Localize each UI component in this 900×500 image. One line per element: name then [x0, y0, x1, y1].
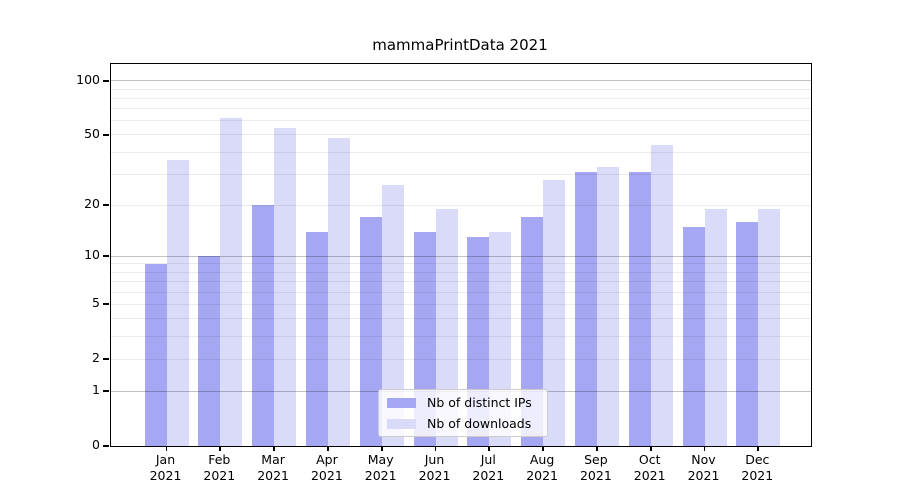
x-axis-month-label: Nov 2021 [687, 452, 720, 483]
bar-downloads [543, 179, 566, 446]
y-axis-tick-label: 1 [92, 382, 100, 398]
bar-distinct-ips [359, 217, 382, 446]
gridline-minor [111, 97, 811, 99]
y-axis-tick-label: 0 [92, 437, 100, 452]
y-axis-tick-label: 2 [92, 350, 100, 366]
y-tick-mark [103, 134, 109, 136]
legend-swatch-distinct-ips [387, 397, 416, 408]
x-axis-month-label: Mar 2021 [257, 452, 289, 483]
gridline-minor [111, 108, 811, 110]
bar-distinct-ips [305, 231, 328, 446]
y-tick-mark [103, 358, 109, 360]
bar-downloads [274, 127, 297, 446]
bar-distinct-ips [198, 256, 221, 446]
x-axis-month-label: Feb 2021 [203, 452, 236, 483]
gridline-minor [111, 263, 811, 265]
y-tick-mark [103, 204, 109, 207]
x-axis-month-label: Oct 2021 [633, 452, 666, 483]
y-tick-mark [103, 255, 109, 258]
x-tick-mark [327, 446, 329, 451]
y-axis-tick-label: 100 [76, 71, 100, 87]
gridline-major [111, 255, 811, 257]
gridline-minor [111, 358, 811, 360]
bar-downloads [166, 160, 189, 446]
bar-distinct-ips [521, 217, 544, 446]
bar-distinct-ips [574, 171, 597, 446]
x-tick-mark [703, 446, 706, 451]
gridline-minor [111, 335, 811, 337]
bar-downloads [650, 144, 673, 446]
gridline-minor [111, 318, 811, 320]
gridline-minor [111, 173, 811, 175]
bar-downloads [435, 209, 458, 446]
y-tick-mark [103, 390, 109, 393]
legend-label-downloads: Nb of downloads [427, 416, 532, 431]
x-tick-mark [649, 446, 652, 451]
x-axis-month-label: Sep 2021 [579, 452, 612, 483]
y-axis-tick-label: 5 [92, 295, 100, 311]
gridline-minor [111, 271, 811, 273]
bar-downloads [758, 209, 781, 446]
gridline-major [111, 80, 811, 82]
x-axis-month-label: Jan 2021 [149, 452, 182, 483]
bar-distinct-ips [682, 226, 705, 446]
bar-downloads [596, 167, 619, 446]
x-tick-mark [596, 446, 598, 451]
legend-item-distinct-ips: Nb of distinct IPs [379, 394, 547, 411]
gridline-minor [111, 280, 811, 282]
legend-item-downloads: Nb of downloads [379, 415, 547, 432]
gridline-minor [111, 134, 811, 136]
gridline-minor [111, 120, 811, 122]
gridline-minor [111, 291, 811, 293]
bar-distinct-ips [628, 171, 651, 446]
chart-title: mammaPrintData 2021 [372, 36, 548, 54]
x-axis-month-label: Jun 2021 [418, 452, 451, 483]
x-axis-month-label: Dec 2021 [741, 452, 774, 483]
x-tick-mark [165, 446, 168, 451]
legend: Nb of distinct IPs Nb of downloads [378, 389, 548, 437]
x-axis-month-label: Jul 2021 [472, 452, 505, 483]
bar-downloads [704, 209, 727, 446]
bar-distinct-ips [252, 205, 275, 446]
y-axis-tick-label: 20 [84, 196, 100, 212]
gridline-minor [111, 204, 811, 206]
bar-downloads [220, 118, 243, 446]
x-tick-mark [434, 446, 437, 451]
bar-distinct-ips [736, 221, 759, 446]
y-tick-mark [103, 445, 109, 447]
plot-area: Nb of distinct IPs Nb of downloads [103, 63, 812, 451]
bar-distinct-ips [144, 263, 167, 446]
x-axis-month-label: May 2021 [364, 452, 397, 483]
gridline-minor [111, 303, 811, 305]
y-tick-mark [103, 79, 109, 82]
y-tick-mark [103, 303, 109, 306]
gridline-minor [111, 151, 811, 153]
x-tick-mark [542, 446, 544, 451]
y-axis-tick-label: 50 [84, 125, 100, 141]
x-tick-mark [380, 446, 383, 451]
x-tick-mark [273, 446, 275, 451]
x-tick-mark [488, 446, 491, 451]
gridline-minor [111, 88, 811, 90]
bar-downloads [381, 185, 404, 446]
x-tick-mark [757, 446, 760, 451]
legend-swatch-downloads [387, 418, 416, 429]
legend-label-distinct-ips: Nb of distinct IPs [427, 395, 532, 410]
x-tick-mark [219, 446, 222, 451]
x-axis-month-label: Aug 2021 [526, 452, 558, 483]
y-axis-tick-label: 10 [84, 247, 100, 263]
x-axis-month-label: Apr 2021 [310, 452, 343, 483]
bar-downloads [327, 138, 350, 446]
